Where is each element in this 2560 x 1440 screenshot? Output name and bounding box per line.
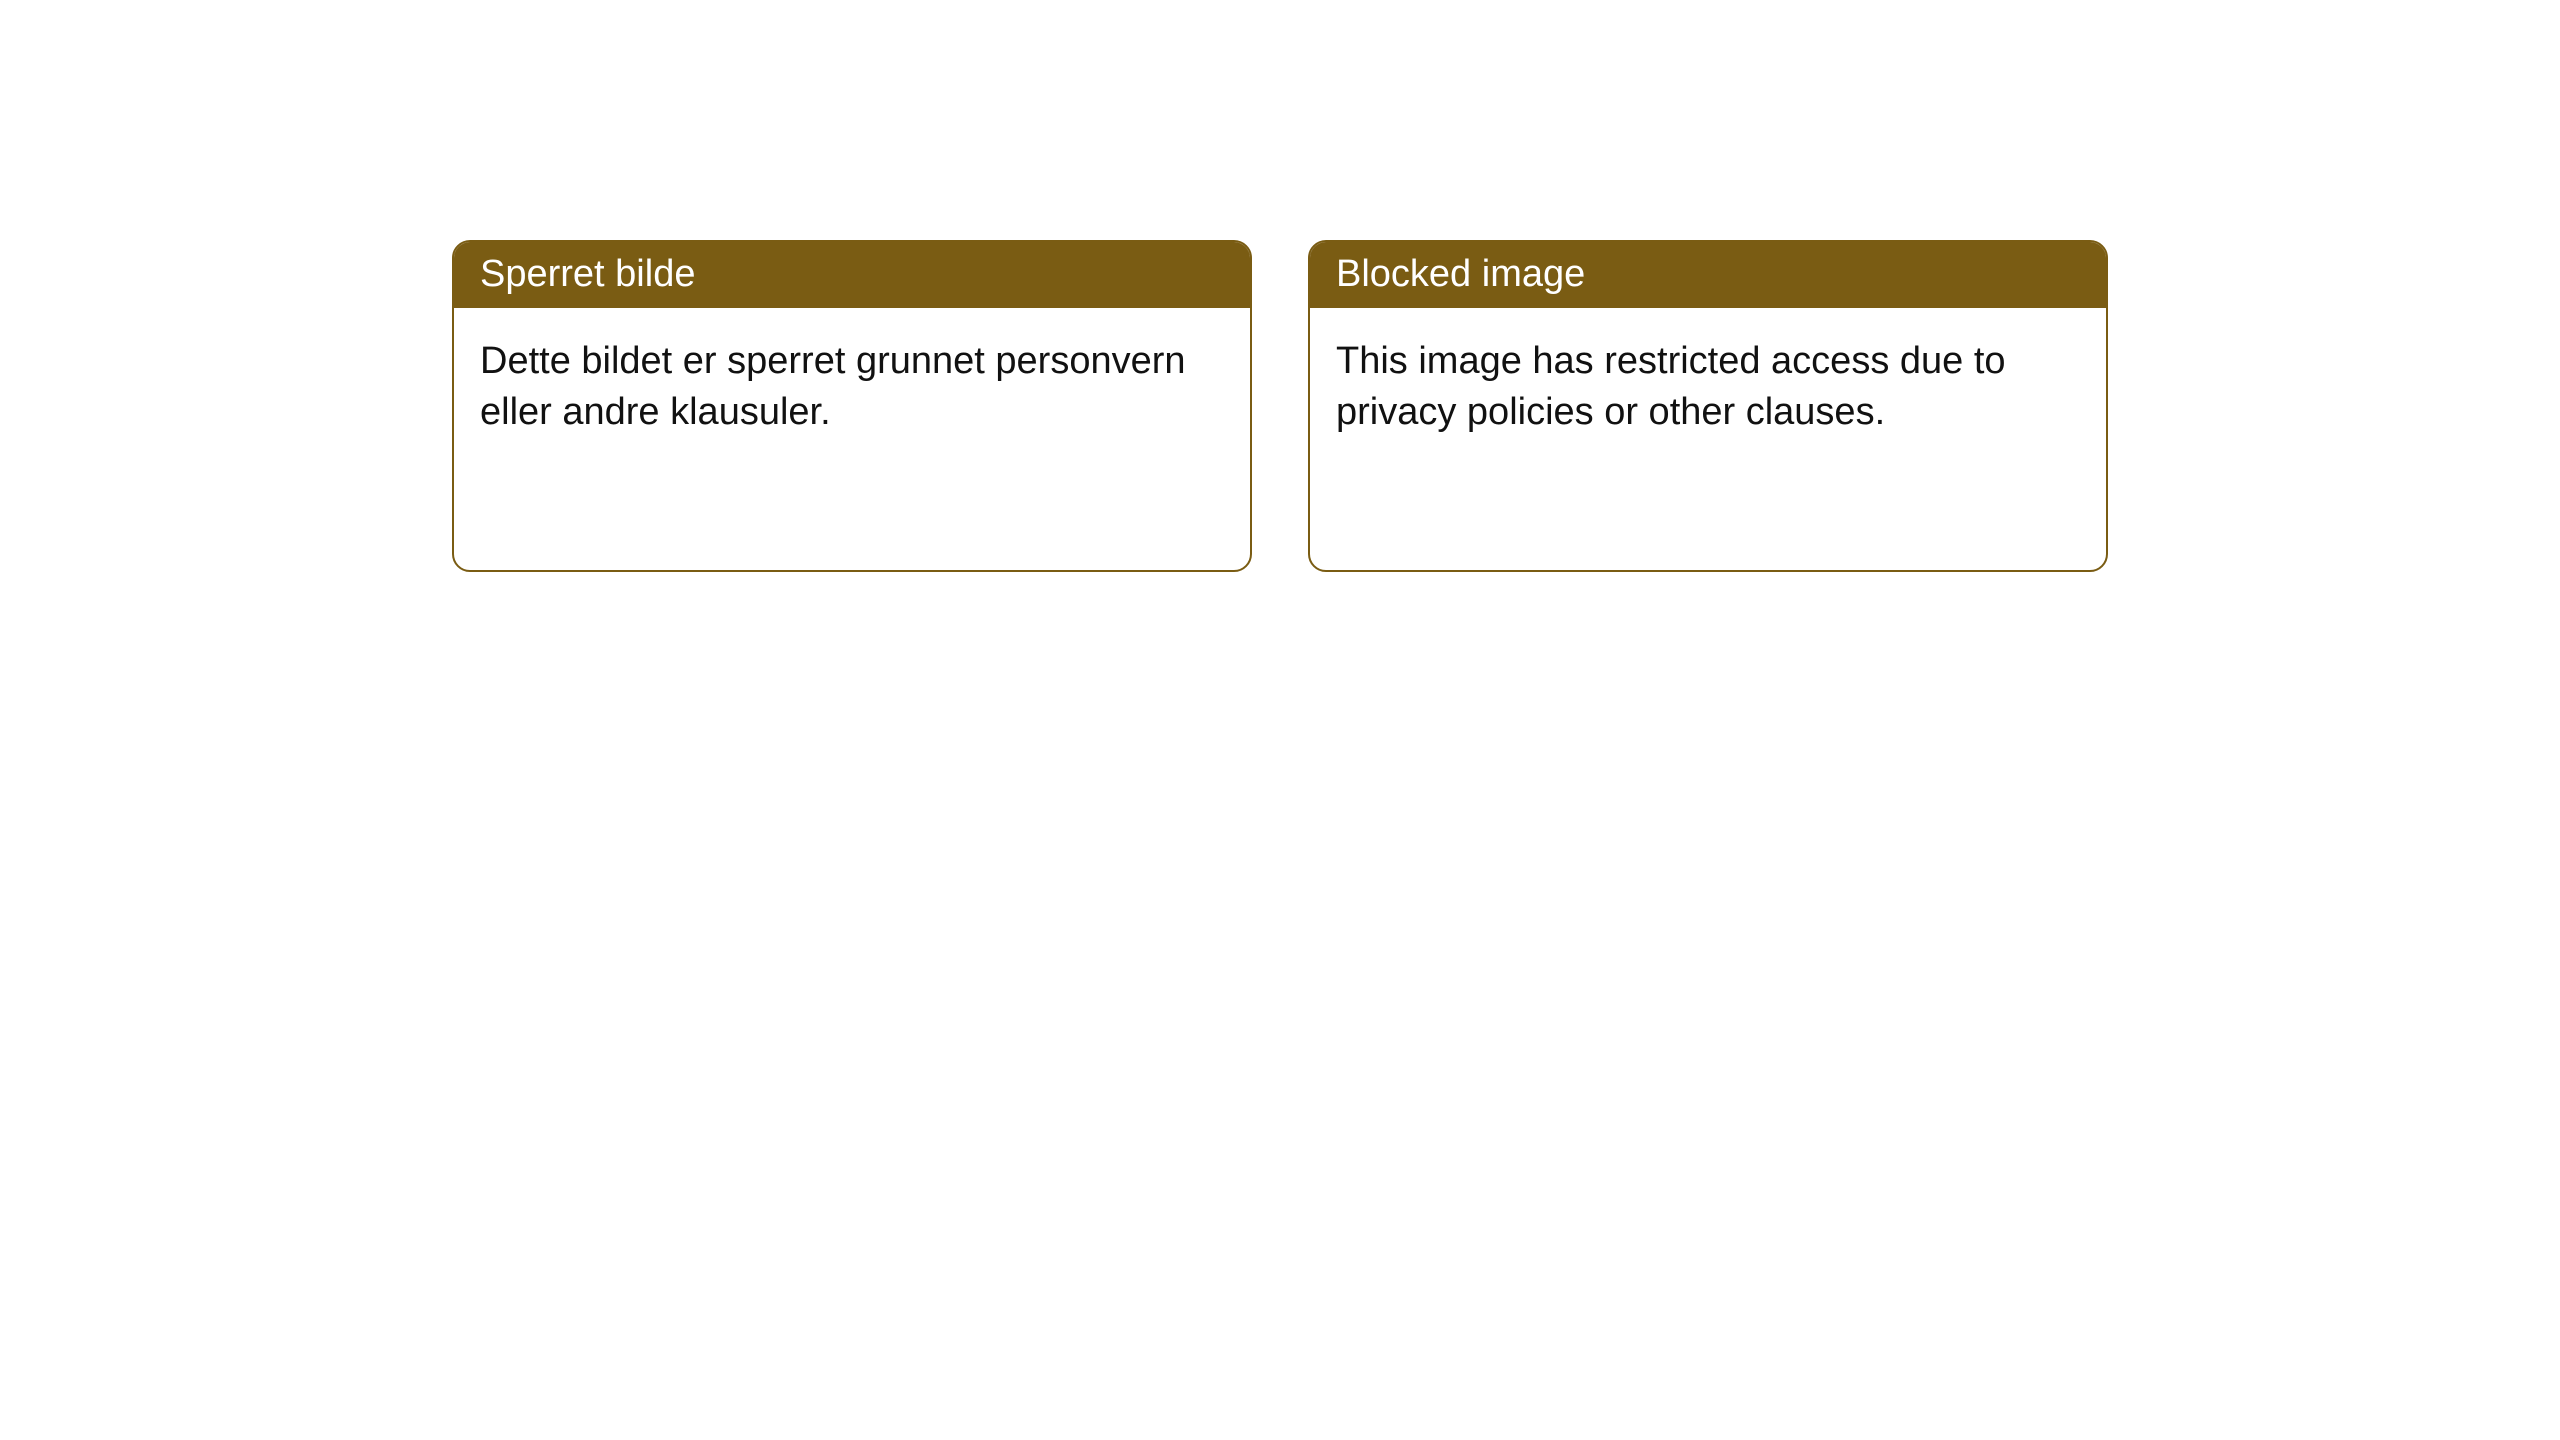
notice-body: This image has restricted access due to … bbox=[1310, 308, 2106, 467]
notice-header: Sperret bilde bbox=[454, 242, 1250, 308]
notice-header: Blocked image bbox=[1310, 242, 2106, 308]
notice-card-norwegian: Sperret bilde Dette bildet er sperret gr… bbox=[452, 240, 1252, 572]
notice-card-english: Blocked image This image has restricted … bbox=[1308, 240, 2108, 572]
notice-body: Dette bildet er sperret grunnet personve… bbox=[454, 308, 1250, 467]
notice-container: Sperret bilde Dette bildet er sperret gr… bbox=[452, 240, 2108, 572]
